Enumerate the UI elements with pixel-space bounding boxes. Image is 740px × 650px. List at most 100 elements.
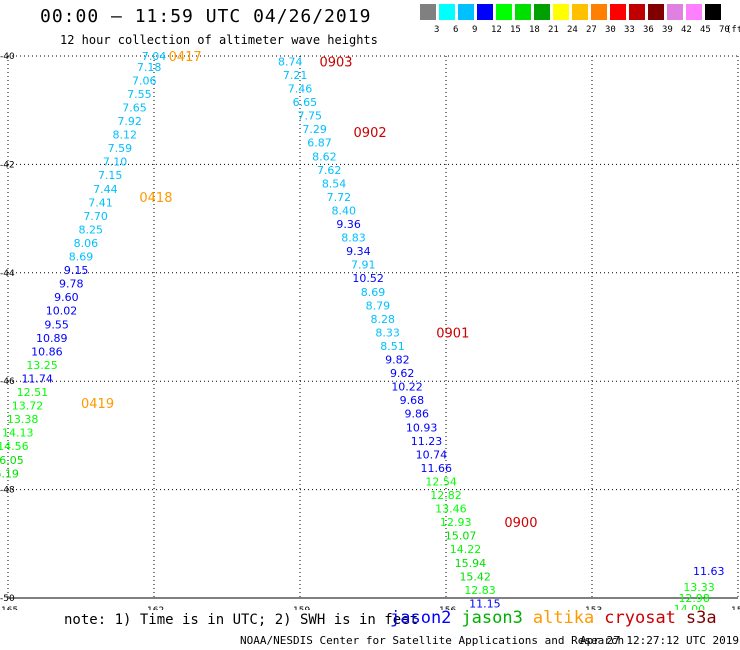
legend-item-jason2: jason2 (390, 608, 452, 628)
wave-height-value: 7.06 (132, 74, 157, 87)
y-tick-label: -46 (0, 377, 15, 387)
wave-height-value: 7.29 (302, 123, 327, 136)
wave-height-value: 8.12 (113, 129, 138, 142)
color-scale-swatch (439, 4, 455, 20)
wave-height-value: 16.19 (0, 467, 19, 480)
color-scale-label: 27 (586, 25, 597, 35)
wave-height-value: 13.38 (7, 413, 39, 426)
wave-height-value: 7.70 (83, 210, 108, 223)
wave-height-value: 13.25 (26, 359, 58, 372)
wave-height-value: 10.22 (391, 381, 423, 394)
wave-height-value: 6.65 (293, 96, 318, 109)
wave-height-value: 7.55 (127, 88, 152, 101)
wave-height-value: 8.25 (78, 223, 103, 236)
track-time-label: 0419 (81, 397, 114, 412)
track-time-label: 0901 (436, 326, 469, 341)
wave-height-value: 8.69 (361, 286, 386, 299)
wave-height-value: 12.82 (430, 489, 462, 502)
color-scale-label: 39 (662, 25, 673, 35)
wave-height-value: 8.74 (278, 55, 303, 68)
color-scale-swatch (477, 4, 493, 20)
wave-height-value: 13.72 (12, 400, 44, 413)
color-scale-swatch (553, 4, 569, 20)
wave-height-value: 14.13 (2, 427, 34, 440)
wave-height-value: 8.62 (312, 150, 337, 163)
wave-height-value: 11.74 (21, 372, 53, 385)
color-scale-swatch (629, 4, 645, 20)
color-scale-swatch (686, 4, 702, 20)
wave-height-value: 10.74 (416, 448, 448, 461)
wave-height-value: 7.92 (117, 115, 142, 128)
wave-height-value: 14.56 (0, 440, 29, 453)
wave-height-value: 7.75 (297, 110, 322, 123)
wave-height-value: 7.15 (98, 169, 123, 182)
color-scale-swatch (610, 4, 626, 20)
legend-item-s3a: s3a (685, 608, 717, 628)
color-scale-swatch (705, 4, 721, 20)
wave-height-value: 14.00 (674, 603, 706, 610)
wave-height-value: 7.10 (103, 156, 128, 169)
x-tick-label: -165 (0, 606, 18, 610)
wave-height-value: 10.52 (352, 272, 384, 285)
wave-height-value: 7.62 (317, 164, 342, 177)
y-tick-label: -44 (0, 269, 15, 279)
wave-height-value: 12.93 (440, 516, 472, 529)
chart-title: 00:00 – 11:59 UTC 04/26/2019 (40, 6, 372, 27)
wave-height-value: 12.83 (464, 584, 496, 597)
wave-height-value: 7.44 (93, 183, 118, 196)
y-tick-label: -42 (0, 160, 15, 170)
color-scale-swatch (420, 4, 436, 20)
wave-height-value: 8.06 (74, 237, 99, 250)
x-tick-label: -153 (582, 606, 602, 610)
color-scale-label: 15 (510, 25, 521, 35)
wave-height-value: 7.72 (327, 191, 352, 204)
wave-height-value: 7.91 (351, 259, 376, 272)
color-scale-label: 42 (681, 25, 692, 35)
wave-height-value: 11.15 (469, 597, 501, 610)
x-tick-label: -156 (436, 606, 457, 610)
wave-height-value: 8.51 (380, 340, 405, 353)
units-note: note: 1) Time is in UTC; 2) SWH is in fe… (64, 612, 419, 628)
color-scale-swatch (534, 4, 550, 20)
color-scale-swatch (591, 4, 607, 20)
wave-height-value: 7.21 (283, 69, 308, 82)
x-tick-label: -159 (290, 606, 311, 610)
wave-height-value: 7.46 (288, 83, 313, 96)
wave-height-value: 16.05 (0, 454, 24, 467)
wave-height-value: 6.87 (307, 137, 332, 150)
wave-height-value: 8.83 (341, 232, 366, 245)
color-scale-label: 45 (700, 25, 711, 35)
wave-height-value: 9.34 (346, 245, 371, 258)
track-time-label: 0900 (504, 516, 537, 531)
wave-height-value: 10.02 (46, 305, 78, 318)
wave-height-value: 9.78 (59, 278, 84, 291)
y-tick-label: -50 (0, 594, 15, 604)
color-scale-label: 9 (472, 25, 478, 35)
wave-height-value: 12.51 (17, 386, 49, 399)
color-scale-label: 24 (567, 25, 578, 35)
wave-height-value: 13.33 (683, 581, 715, 594)
color-scale-label: 18 (529, 25, 540, 35)
color-scale-label: 12 (491, 25, 502, 35)
x-tick-label: -162 (144, 606, 164, 610)
wave-height-value: 15.42 (459, 570, 491, 583)
wave-height-value: 9.82 (385, 354, 410, 367)
y-tick-label: -48 (0, 486, 15, 496)
x-tick-label: -150 (728, 606, 740, 610)
legend-item-jason3: jason3 (461, 608, 523, 628)
generated-timestamp: Apr 27 12:27:12 UTC 2019 (580, 634, 739, 647)
color-scale-swatch (572, 4, 588, 20)
wave-height-value: 9.68 (400, 394, 425, 407)
track-time-label: 0418 (139, 191, 172, 206)
wave-height-value: 8.69 (69, 251, 94, 264)
wave-height-value: 10.93 (406, 421, 438, 434)
satellite-legend: jason2 jason3 altika cryosat s3a (390, 608, 727, 628)
wave-height-value: 12.54 (425, 475, 457, 488)
wave-height-value: 8.54 (322, 177, 347, 190)
wave-height-value: 7.04 (142, 50, 167, 63)
wave-height-value: 9.15 (64, 264, 89, 277)
wave-height-value: 8.33 (375, 326, 400, 339)
legend-item-cryosat: cryosat (604, 608, 676, 628)
wave-height-value: 13.46 (435, 503, 467, 516)
color-scale-swatch (458, 4, 474, 20)
